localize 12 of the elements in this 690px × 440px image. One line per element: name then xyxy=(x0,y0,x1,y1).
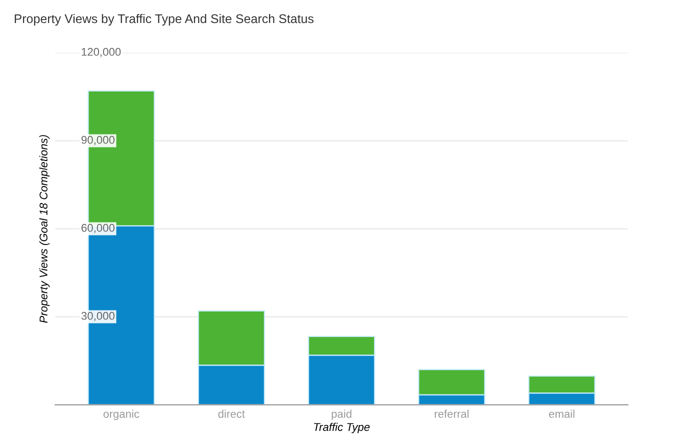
x-tick-label: organic xyxy=(104,410,140,420)
x-tick-label: email xyxy=(549,410,574,418)
y-tick-label: 90,000 xyxy=(81,136,115,146)
x-tick-label: referral xyxy=(434,410,469,418)
y-axis-title: Property Views (Goal 18 Completions) xyxy=(39,135,50,323)
x-tick-label: direct xyxy=(218,410,245,418)
y-tick-label: 30,000 xyxy=(81,312,115,322)
chart-title: Property Views by Traffic Type And Site Search Status xyxy=(14,14,314,26)
y-tick-label: 60,000 xyxy=(82,224,115,234)
x-tick-label: paid xyxy=(332,410,352,420)
x-axis-title: Traffic Type xyxy=(314,422,370,434)
y-tick-label: 120,000 xyxy=(82,48,121,58)
